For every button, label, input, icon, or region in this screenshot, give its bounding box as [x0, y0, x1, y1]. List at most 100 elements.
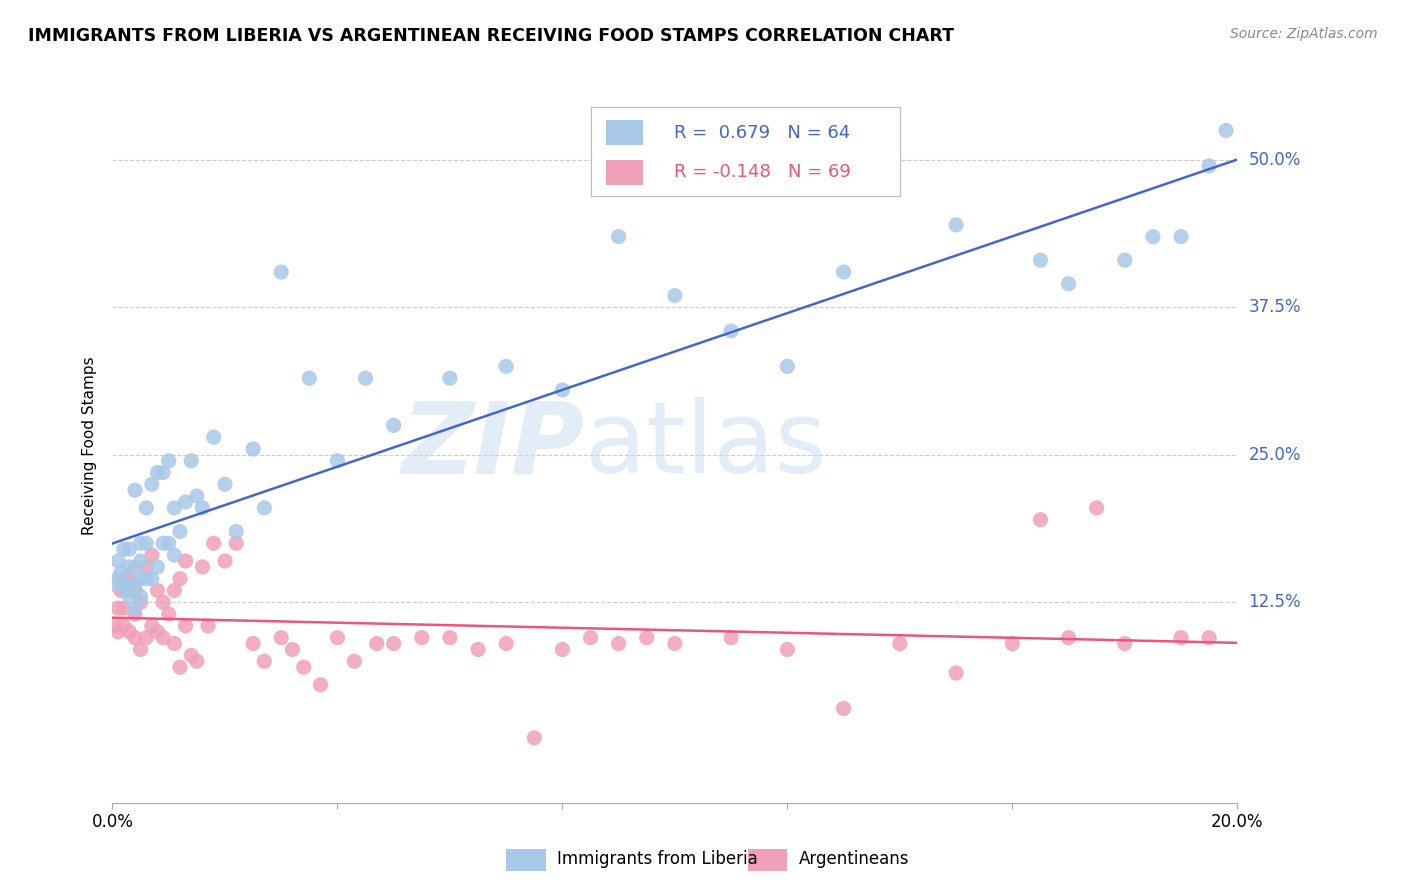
Text: Immigrants from Liberia: Immigrants from Liberia: [557, 849, 758, 868]
Point: [292, 660, 315, 674]
Point: [112, 542, 135, 557]
Point: [124, 577, 146, 591]
Point: [129, 554, 152, 568]
Point: [1114, 636, 1136, 650]
Point: [163, 636, 186, 650]
Point: [776, 642, 799, 657]
Point: [1198, 159, 1220, 173]
Text: 25.0%: 25.0%: [1249, 446, 1301, 464]
Point: [129, 572, 152, 586]
Point: [135, 560, 157, 574]
Point: [253, 500, 276, 515]
Point: [152, 631, 174, 645]
Point: [135, 631, 157, 645]
Text: Source: ZipAtlas.com: Source: ZipAtlas.com: [1230, 27, 1378, 41]
Point: [118, 542, 141, 557]
Point: [1057, 631, 1080, 645]
Point: [152, 595, 174, 609]
Text: IMMIGRANTS FROM LIBERIA VS ARGENTINEAN RECEIVING FOOD STAMPS CORRELATION CHART: IMMIGRANTS FROM LIBERIA VS ARGENTINEAN R…: [28, 27, 955, 45]
Point: [180, 648, 202, 663]
Point: [115, 583, 138, 598]
Point: [225, 524, 247, 539]
Point: [180, 454, 202, 468]
Point: [110, 583, 132, 598]
Point: [214, 477, 236, 491]
Point: [664, 288, 686, 302]
Point: [551, 642, 574, 657]
Point: [112, 619, 135, 633]
Point: [169, 524, 191, 539]
Point: [439, 371, 461, 385]
Point: [551, 383, 574, 397]
Point: [152, 466, 174, 480]
Text: R = -0.148   N = 69: R = -0.148 N = 69: [673, 163, 851, 181]
Point: [107, 624, 129, 639]
Point: [191, 500, 214, 515]
Point: [163, 500, 186, 515]
Point: [104, 619, 127, 633]
Point: [141, 477, 163, 491]
Point: [1170, 229, 1192, 244]
Point: [202, 430, 225, 444]
Point: [124, 483, 146, 498]
Point: [146, 466, 169, 480]
Point: [607, 229, 630, 244]
Point: [225, 536, 247, 550]
Text: ZIP: ZIP: [402, 398, 585, 494]
Point: [945, 218, 967, 232]
Point: [1001, 636, 1024, 650]
Point: [253, 654, 276, 668]
Text: Argentineans: Argentineans: [799, 849, 910, 868]
Point: [112, 572, 135, 586]
Point: [157, 607, 180, 621]
Point: [270, 631, 292, 645]
Point: [1198, 631, 1220, 645]
Bar: [748, 849, 787, 871]
Bar: [606, 160, 643, 185]
Text: 12.5%: 12.5%: [1249, 593, 1301, 611]
Point: [141, 548, 163, 562]
Point: [135, 500, 157, 515]
Point: [1215, 123, 1237, 137]
Point: [720, 324, 742, 338]
Point: [1170, 631, 1192, 645]
Point: [776, 359, 799, 374]
Point: [366, 636, 388, 650]
Point: [523, 731, 546, 745]
Point: [343, 654, 366, 668]
Point: [326, 631, 349, 645]
Point: [146, 583, 169, 598]
Point: [129, 590, 152, 604]
Point: [118, 560, 141, 574]
Point: [495, 359, 517, 374]
Bar: [506, 849, 546, 871]
Point: [636, 631, 658, 645]
Point: [945, 666, 967, 681]
Point: [1142, 229, 1164, 244]
Point: [141, 572, 163, 586]
Bar: [606, 120, 643, 145]
Point: [135, 572, 157, 586]
Point: [124, 631, 146, 645]
Point: [118, 590, 141, 604]
Point: [163, 548, 186, 562]
Point: [124, 601, 146, 615]
Text: R =  0.679   N = 64: R = 0.679 N = 64: [673, 124, 851, 142]
Point: [146, 624, 169, 639]
Point: [889, 636, 911, 650]
Point: [124, 560, 146, 574]
Point: [121, 583, 143, 598]
Point: [191, 560, 214, 574]
Text: 50.0%: 50.0%: [1249, 151, 1301, 169]
Point: [174, 554, 197, 568]
Point: [157, 454, 180, 468]
Point: [214, 554, 236, 568]
Point: [118, 583, 141, 598]
Point: [1029, 253, 1052, 268]
Point: [382, 636, 405, 650]
Point: [326, 454, 349, 468]
Point: [129, 595, 152, 609]
Point: [309, 678, 332, 692]
Point: [1114, 253, 1136, 268]
Point: [157, 536, 180, 550]
